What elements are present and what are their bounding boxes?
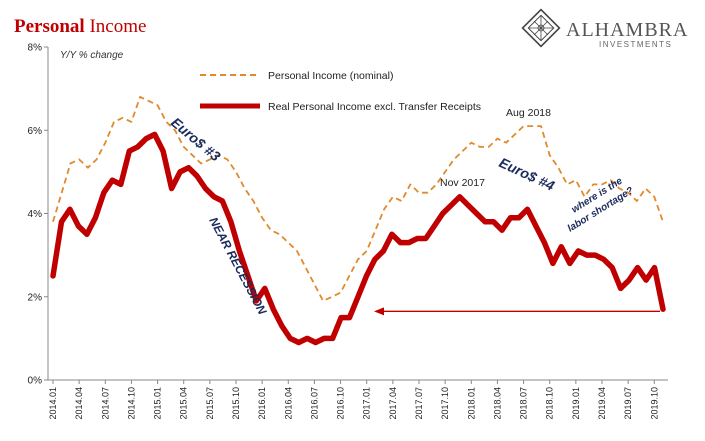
x-tick-label: 2015.10 (231, 387, 241, 420)
y-tick-label: 0% (28, 376, 43, 387)
alhambra-logo: ALHAMBRA INVESTMENTS (521, 8, 688, 49)
alhambra-logo-name: ALHAMBRA (566, 19, 688, 41)
y-tick-label: 4% (28, 209, 43, 220)
x-tick-label: 2016.07 (309, 387, 319, 420)
y-tick-label: 8% (28, 43, 43, 54)
chart-title: Personal Income (14, 16, 146, 37)
x-tick-label: 2016.01 (257, 387, 267, 420)
x-tick-label: 2017.01 (362, 387, 372, 420)
x-tick-label: 2018.07 (519, 387, 529, 420)
x-tick-label: 2014.10 (126, 387, 136, 420)
annotation-euro4: Euro$ #4 (497, 154, 558, 194)
legend-nominal-label: Personal Income (nominal) (268, 70, 393, 82)
x-tick-label: 2019.07 (623, 387, 633, 420)
legend-real-label: Real Personal Income excl. Transfer Rece… (268, 101, 481, 113)
x-tick-label: 2016.10 (336, 387, 346, 420)
x-tick-label: 2014.01 (48, 387, 58, 420)
reference-arrow (374, 307, 660, 316)
x-tick-label: 2019.10 (649, 387, 659, 420)
chart-title-personal: Personal (14, 16, 85, 37)
annotation-euro3: Euro$ #3 (168, 114, 224, 164)
annotation-nov2017: Nov 2017 (440, 177, 485, 189)
y-tick-label: 2% (28, 292, 43, 303)
chart-subtitle: Y/Y % change (60, 50, 124, 61)
x-tick-label: 2017.07 (414, 387, 424, 420)
x-tick-label: 2016.04 (283, 387, 293, 420)
x-tick-label: 2019.01 (571, 387, 581, 420)
x-tick-label: 2015.07 (205, 387, 215, 420)
annotation-aug2018: Aug 2018 (506, 107, 551, 119)
x-tick-label: 2019.04 (597, 387, 607, 420)
x-tick-label: 2014.04 (74, 387, 84, 420)
legend: Personal Income (nominal) Real Personal … (200, 70, 481, 113)
x-tick-label: 2018.04 (492, 387, 502, 420)
x-tick-label: 2018.10 (545, 387, 555, 420)
alhambra-logo-icon (521, 8, 561, 48)
chart-title-income: Income (89, 16, 146, 37)
series-line-real (50, 131, 666, 346)
x-tick-label: 2015.04 (179, 387, 189, 420)
series-line-nominal (52, 96, 664, 302)
annotation-near-recession: NEAR RECESSION (206, 215, 269, 317)
alhambra-logo-sub: INVESTMENTS (599, 40, 672, 49)
x-tick-label: 2015.01 (153, 387, 163, 420)
x-tick-label: 2014.07 (100, 387, 110, 420)
x-tick-label: 2018.01 (466, 387, 476, 420)
y-tick-label: 6% (28, 126, 43, 137)
x-tick-label: 2017.10 (440, 387, 450, 420)
x-tick-label: 2017.04 (388, 387, 398, 420)
y-axis: 0% 2% 4% 6% 8% (28, 43, 48, 387)
x-axis: 2014.01 2014.04 2014.07 2014.10 2015.01 2015.… (48, 380, 659, 420)
